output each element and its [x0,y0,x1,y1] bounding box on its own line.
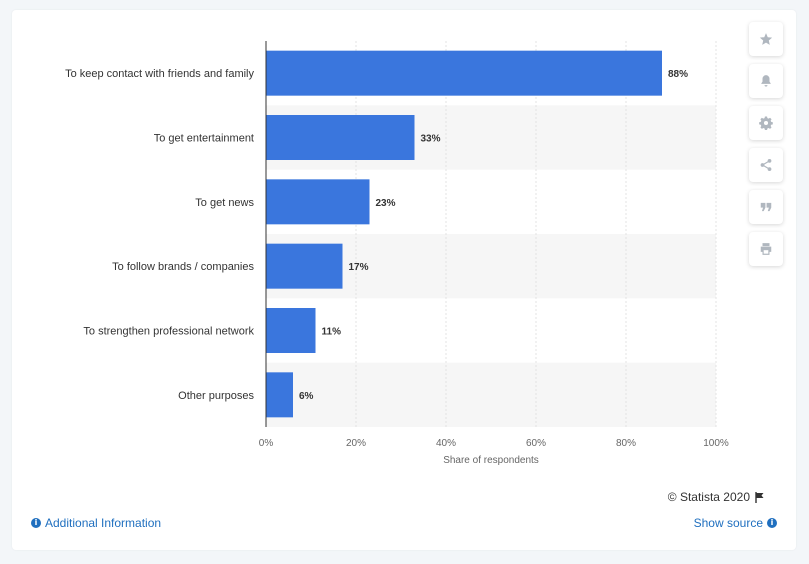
print-icon [760,243,772,255]
value-label: 11% [322,327,342,338]
show-source-label: Show source [693,516,763,530]
copyright-notice: © Statista 2020 [668,490,765,504]
bar[interactable] [266,243,343,289]
value-label: 6% [299,391,314,402]
grid-lines [265,41,717,427]
info-icon: i [31,518,41,528]
flag-icon[interactable] [755,491,765,503]
copyright-text: © Statista 2020 [667,490,750,504]
show-source-link[interactable]: Show source i [694,516,777,530]
x-axis-label: Share of respondents [443,455,539,466]
value-labels: 88% 33% 23% 17% 11% 6% [299,69,688,402]
share-button[interactable] [749,148,783,182]
share-icon [760,159,772,171]
value-label: 88% [668,69,688,80]
bars [266,50,663,418]
category-label: To keep contact with friends and family [65,68,254,80]
notification-button[interactable] [749,64,783,98]
settings-button[interactable] [749,106,783,140]
category-label: To follow brands / companies [112,261,254,273]
x-tick-labels: 0% 20% 40% 60% 80% 100% [259,438,729,449]
star-icon [759,33,773,45]
x-tick-label: 60% [526,438,546,449]
category-label: To get entertainment [154,133,254,145]
x-tick-label: 80% [616,438,636,449]
value-label: 23% [376,198,396,209]
x-tick-label: 40% [436,438,456,449]
favorite-button[interactable] [749,22,783,56]
info-icon: i [767,518,777,528]
bar[interactable] [266,50,663,96]
print-button[interactable] [749,232,783,266]
additional-information-link[interactable]: i Additional Information [31,516,161,530]
row-band [266,362,716,427]
quote-icon [760,202,772,212]
category-label: Other purposes [178,390,254,402]
bar[interactable] [266,308,316,353]
x-tick-label: 0% [259,438,274,449]
x-tick-label: 100% [703,438,729,449]
category-label: To strengthen professional network [83,326,254,338]
bar[interactable] [266,372,294,418]
additional-information-label: Additional Information [45,516,162,530]
gear-icon [759,116,773,130]
x-tick-label: 20% [346,438,366,449]
category-label: To get news [195,197,254,209]
cite-button[interactable] [749,190,783,224]
value-label: 33% [421,134,441,145]
bar[interactable] [266,115,415,160]
value-label: 17% [349,262,369,273]
bell-icon [761,75,771,87]
bar[interactable] [266,179,370,225]
category-labels: To keep contact with friends and family T… [65,68,254,402]
